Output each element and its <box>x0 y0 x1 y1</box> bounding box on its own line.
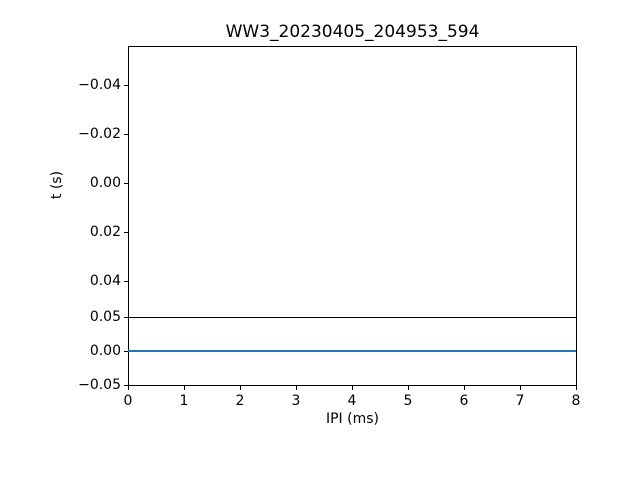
x-tick-mark <box>184 386 185 390</box>
y-tick-mark <box>124 85 128 86</box>
y-tick-label: 0.02 <box>89 224 121 240</box>
y-tick-mark <box>124 317 128 318</box>
y-tick-mark <box>124 281 128 282</box>
x-tick-mark <box>408 386 409 390</box>
chart-title: WW3_20230405_204953_594 <box>225 22 480 42</box>
y-tick-mark <box>124 232 128 233</box>
y-tick-label: −0.04 <box>78 77 121 93</box>
x-tick-label: 0 <box>123 393 133 409</box>
x-tick-mark <box>464 386 465 390</box>
y-tick-label: −0.02 <box>78 126 121 142</box>
x-tick-mark <box>352 386 353 390</box>
x-tick-label: 3 <box>291 393 301 409</box>
y-tick-label: 0.00 <box>89 343 121 359</box>
x-tick-label: 1 <box>179 393 189 409</box>
x-tick-mark <box>240 386 241 390</box>
y-tick-mark <box>124 183 128 184</box>
x-axis-label: IPI (ms) <box>325 411 379 427</box>
x-tick-label: 8 <box>571 393 581 409</box>
y-tick-mark <box>124 385 128 386</box>
y-axis-label: t (s) <box>49 170 65 200</box>
x-tick-label: 2 <box>235 393 245 409</box>
top-subplot-area <box>128 46 577 317</box>
data-series-line <box>128 350 576 352</box>
y-tick-label: 0.04 <box>89 273 121 289</box>
x-tick-label: 4 <box>347 393 357 409</box>
x-tick-label: 7 <box>515 393 525 409</box>
x-tick-label: 5 <box>403 393 413 409</box>
y-tick-mark <box>124 134 128 135</box>
y-tick-mark <box>124 351 128 352</box>
y-tick-label: 0.05 <box>89 309 121 325</box>
x-tick-mark <box>128 386 129 390</box>
x-tick-label: 6 <box>459 393 469 409</box>
x-tick-mark <box>576 386 577 390</box>
x-tick-mark <box>296 386 297 390</box>
x-tick-mark <box>520 386 521 390</box>
y-tick-label: 0.00 <box>89 175 121 191</box>
y-tick-label: −0.05 <box>78 377 121 393</box>
